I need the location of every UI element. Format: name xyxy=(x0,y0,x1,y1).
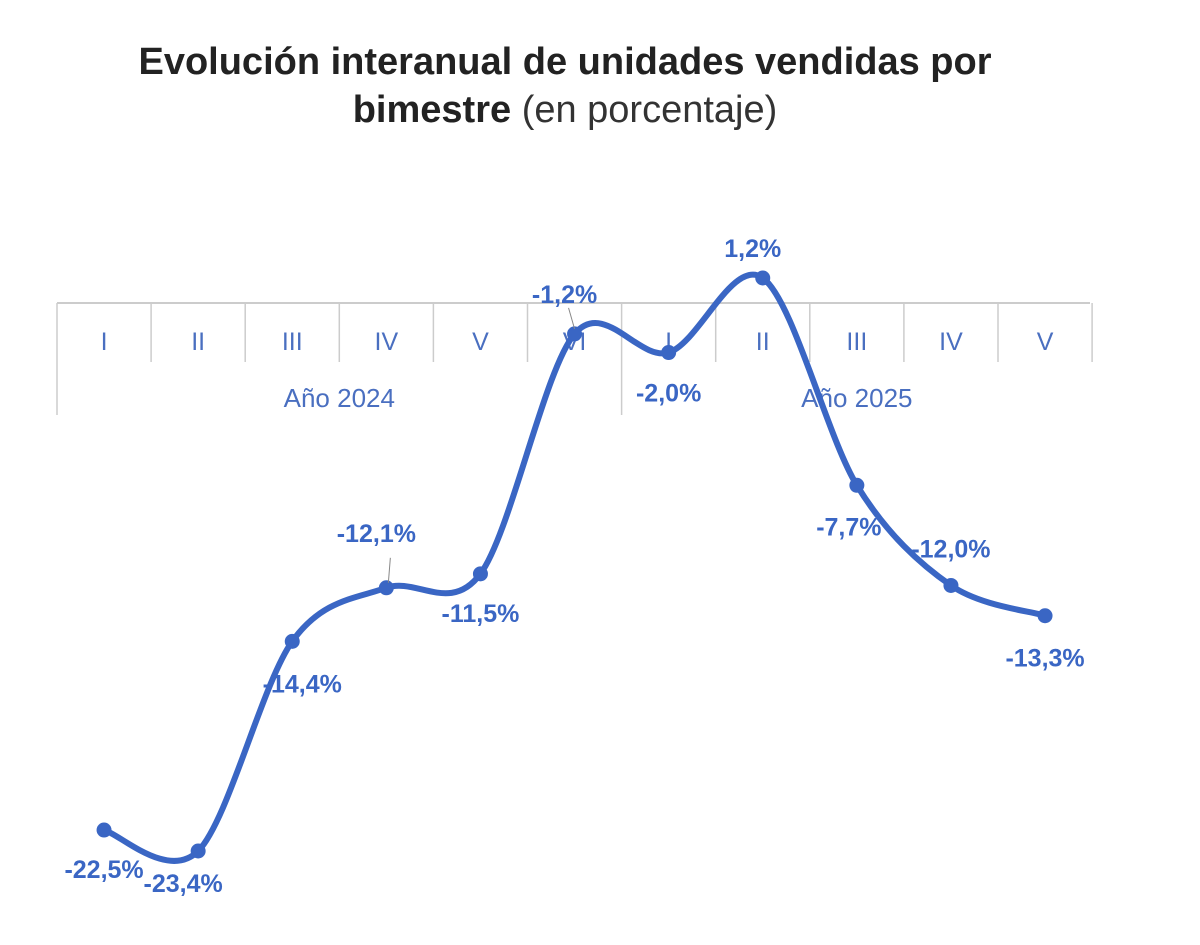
series-line xyxy=(101,271,1049,864)
x-tick-label: I xyxy=(101,328,108,356)
x-tick-label: II xyxy=(191,328,205,356)
x-tick-label: II xyxy=(756,328,770,356)
data-point xyxy=(472,566,488,582)
data-point xyxy=(1037,608,1053,624)
data-label: -22,5% xyxy=(64,856,143,884)
group-label: Año 2024 xyxy=(284,383,395,413)
title-line-2: bimestre (en porcentaje) xyxy=(352,89,778,131)
data-point xyxy=(943,577,959,593)
data-point xyxy=(190,843,206,859)
data-point xyxy=(661,345,677,361)
x-tick-label: III xyxy=(282,328,303,356)
x-tick-label: V xyxy=(472,328,489,356)
x-tick-label: IV xyxy=(939,328,963,356)
data-point xyxy=(378,580,394,596)
title-line-1: Evolución interanual de unidades vendida… xyxy=(138,41,992,83)
leader-line xyxy=(387,557,391,583)
data-label: -23,4% xyxy=(144,870,223,898)
data-point xyxy=(755,270,771,286)
x-tick-label: I xyxy=(665,328,672,356)
data-label: -2,0% xyxy=(636,380,701,408)
data-label: -12,1% xyxy=(337,520,416,548)
title-suffix: (en porcentaje) xyxy=(521,89,778,131)
chart-title: Evolución interanual de unidades vendida… xyxy=(0,38,1130,134)
data-point xyxy=(96,822,112,838)
data-label: -12,0% xyxy=(911,535,990,563)
data-label: -13,3% xyxy=(1005,645,1084,673)
x-tick-label: IV xyxy=(375,328,399,356)
x-tick-label: III xyxy=(846,328,867,356)
data-label: -11,5% xyxy=(442,600,520,628)
data-label: 1,2% xyxy=(724,235,781,263)
data-label: -1,2% xyxy=(532,281,597,309)
data-point xyxy=(284,633,300,649)
data-point xyxy=(567,326,583,342)
data-label: -14,4% xyxy=(263,670,342,698)
leader-line xyxy=(568,307,576,330)
data-label: -7,7% xyxy=(816,513,881,541)
data-point xyxy=(849,477,865,493)
x-tick-label: V xyxy=(1037,328,1054,356)
